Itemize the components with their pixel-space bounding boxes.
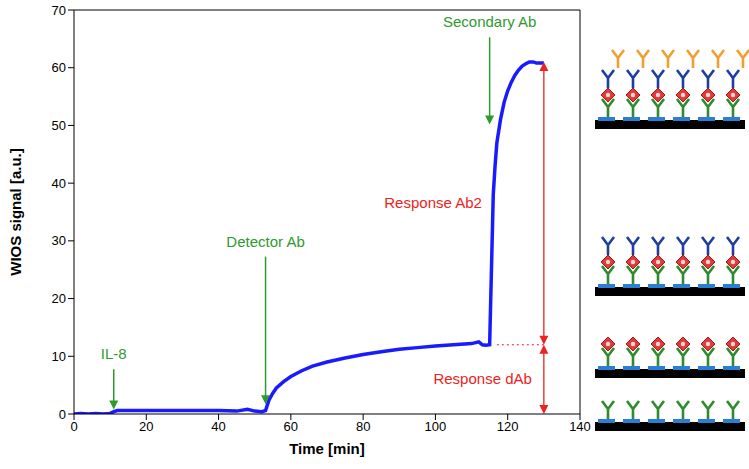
svg-text:80: 80 [356, 419, 370, 434]
svg-text:Secondary Ab: Secondary Ab [443, 13, 536, 30]
svg-text:Response Ab2: Response Ab2 [384, 194, 482, 211]
svg-text:60: 60 [284, 419, 298, 434]
svg-text:40: 40 [211, 419, 225, 434]
svg-text:70: 70 [52, 3, 66, 18]
svg-text:0: 0 [70, 419, 77, 434]
svg-text:140: 140 [569, 419, 591, 434]
svg-text:20: 20 [139, 419, 153, 434]
svg-text:50: 50 [52, 118, 66, 133]
svg-text:20: 20 [52, 291, 66, 306]
svg-text:60: 60 [52, 60, 66, 75]
svg-text:100: 100 [425, 419, 447, 434]
svg-text:120: 120 [497, 419, 519, 434]
svg-text:WIOS signal [a.u.]: WIOS signal [a.u.] [7, 148, 24, 276]
svg-text:0: 0 [59, 407, 66, 422]
svg-text:10: 10 [52, 349, 66, 364]
svg-text:30: 30 [52, 233, 66, 248]
svg-text:40: 40 [52, 176, 66, 191]
svg-text:Response dAb: Response dAb [433, 370, 531, 387]
svg-text:Time [min]: Time [min] [289, 440, 365, 457]
svg-text:Detector Ab: Detector Ab [226, 233, 304, 250]
svg-text:IL-8: IL-8 [101, 345, 127, 362]
